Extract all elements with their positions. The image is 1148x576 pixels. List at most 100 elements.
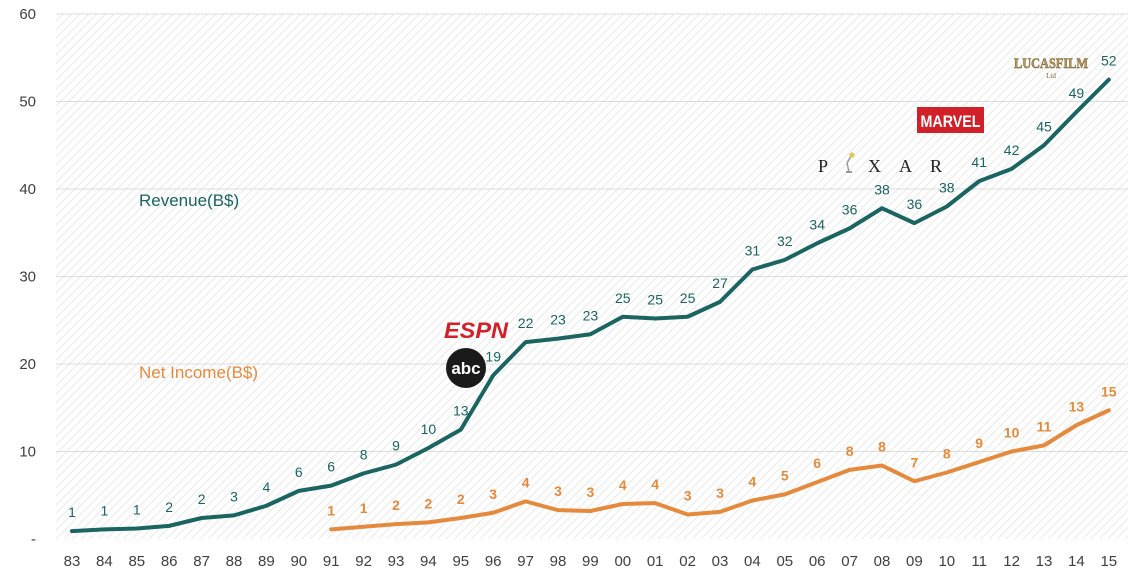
x-tick-label: 93 xyxy=(388,553,405,570)
net-income-data-label: 3 xyxy=(554,483,562,499)
revenue-data-label: 45 xyxy=(1036,118,1052,134)
net-income-data-label: 8 xyxy=(878,439,886,455)
net-income-data-label: 8 xyxy=(846,443,854,459)
net-income-data-label: 2 xyxy=(392,497,400,513)
revenue-data-label: 8 xyxy=(360,446,368,462)
x-axis: 83 84 85 86 87 88 89 90 91 92 93 94 95 96 97 98 99 00 01 02… xyxy=(64,553,1117,570)
lucasfilm-logo: LUCASFILM Ltd xyxy=(1014,56,1089,80)
x-tick-label: 95 xyxy=(452,553,469,570)
gridlines xyxy=(56,13,1128,452)
x-tick-label: 94 xyxy=(420,553,437,570)
y-axis: - 10 20 30 40 50 60 xyxy=(19,6,36,548)
espn-logo-text: ESPN xyxy=(444,318,509,343)
x-tick-label: 96 xyxy=(485,553,502,570)
x-tick-label: 85 xyxy=(128,553,145,570)
revenue-data-label: 25 xyxy=(615,290,631,306)
net-income-data-label: 3 xyxy=(489,486,497,502)
x-tick-label: 12 xyxy=(1003,553,1020,570)
net-income-line xyxy=(329,408,1111,532)
net-income-data-label: 7 xyxy=(911,454,919,470)
x-tick-label: 05 xyxy=(776,553,793,570)
x-tick-label: 00 xyxy=(614,553,631,570)
revenue-data-label: 31 xyxy=(745,243,761,259)
net-income-data-label: 4 xyxy=(522,474,530,490)
revenue-data-label: 38 xyxy=(939,180,955,196)
luxo-lamp-icon xyxy=(846,152,855,173)
abc-logo-circle xyxy=(446,348,486,388)
x-tick-label: 03 xyxy=(712,553,729,570)
net-income-data-label: 2 xyxy=(457,491,465,507)
x-tick-label: 07 xyxy=(841,553,858,570)
revenue-data-label: 36 xyxy=(842,201,858,217)
series-lines xyxy=(70,77,1111,534)
y-tick-label: 40 xyxy=(19,181,36,198)
x-tick-label: 98 xyxy=(550,553,567,570)
abc-logo-text: abc xyxy=(451,359,480,378)
revenue-data-label: 23 xyxy=(583,307,599,323)
lucasfilm-logo-text: LUCASFILM xyxy=(1014,56,1088,72)
abc-logo: abc xyxy=(446,348,486,388)
x-tick-label: 90 xyxy=(290,553,307,570)
net-income-data-label: 13 xyxy=(1069,398,1085,414)
y-tick-label: 50 xyxy=(19,94,36,111)
x-tick-label: 92 xyxy=(355,553,372,570)
net-income-data-label: 8 xyxy=(943,446,951,462)
x-tick-label: 09 xyxy=(906,553,923,570)
x-tick-label: 02 xyxy=(679,553,696,570)
net-income-data-label: 2 xyxy=(425,495,433,511)
revenue-data-label: 6 xyxy=(295,464,303,480)
net-income-series-label: Net Income(B$) xyxy=(139,363,258,382)
revenue-data-label: 42 xyxy=(1004,142,1020,158)
revenue-data-label: 36 xyxy=(907,196,923,212)
x-tick-label: 11 xyxy=(971,553,987,570)
x-tick-label: 97 xyxy=(517,553,534,570)
y-tick-label: - xyxy=(31,531,36,548)
x-tick-label: 99 xyxy=(582,553,599,570)
marvel-logo-box xyxy=(917,107,984,133)
net-income-data-label: 3 xyxy=(716,485,724,501)
net-income-data-label: 5 xyxy=(781,467,789,483)
revenue-data-label: 6 xyxy=(327,459,335,475)
marvel-logo: MARVEL xyxy=(917,107,984,133)
revenue-data-label: 2 xyxy=(198,491,206,507)
x-tick-label: 04 xyxy=(744,553,761,570)
net-income-data-label: 3 xyxy=(684,488,692,504)
net-income-data-label: 1 xyxy=(360,500,368,516)
revenue-data-label: 19 xyxy=(485,348,501,364)
pixar-logo-p: P xyxy=(818,156,828,176)
revenue-line xyxy=(70,77,1111,534)
net-income-data-label: 15 xyxy=(1101,383,1117,399)
revenue-data-label: 52 xyxy=(1101,53,1117,69)
x-tick-label: 89 xyxy=(258,553,275,570)
x-tick-label: 15 xyxy=(1100,553,1117,570)
revenue-data-label: 49 xyxy=(1069,85,1085,101)
pixar-logo-xar: X A R xyxy=(868,156,942,176)
revenue-data-label: 38 xyxy=(874,181,890,197)
lucasfilm-logo-ltd: Ltd xyxy=(1046,72,1056,80)
y-tick-label: 30 xyxy=(19,269,36,286)
revenue-data-label: 4 xyxy=(263,479,271,495)
net-income-data-label: 4 xyxy=(651,476,659,492)
net-income-data-label: 3 xyxy=(587,484,595,500)
x-tick-label: 83 xyxy=(64,553,81,570)
revenue-data-label: 22 xyxy=(518,315,534,331)
revenue-data-label: 3 xyxy=(230,488,238,504)
revenue-data-label: 1 xyxy=(68,504,76,520)
revenue-data-label: 25 xyxy=(647,292,663,308)
revenue-data-label: 10 xyxy=(421,421,437,437)
revenue-data-label: 23 xyxy=(550,312,566,328)
x-tick-label: 84 xyxy=(96,553,113,570)
espn-logo: ESPN xyxy=(444,318,509,343)
net-income-data-label: 4 xyxy=(749,474,757,490)
net-income-data-label: 1 xyxy=(327,502,335,518)
x-tick-label: 88 xyxy=(226,553,243,570)
x-tick-label: 13 xyxy=(1036,553,1053,570)
revenue-data-label: 34 xyxy=(809,216,825,232)
marvel-logo-text: MARVEL xyxy=(921,112,981,131)
x-tick-label: 87 xyxy=(193,553,210,570)
x-tick-label: 10 xyxy=(938,553,955,570)
y-tick-label: 20 xyxy=(19,356,36,373)
revenue-data-label: 13 xyxy=(453,403,469,419)
